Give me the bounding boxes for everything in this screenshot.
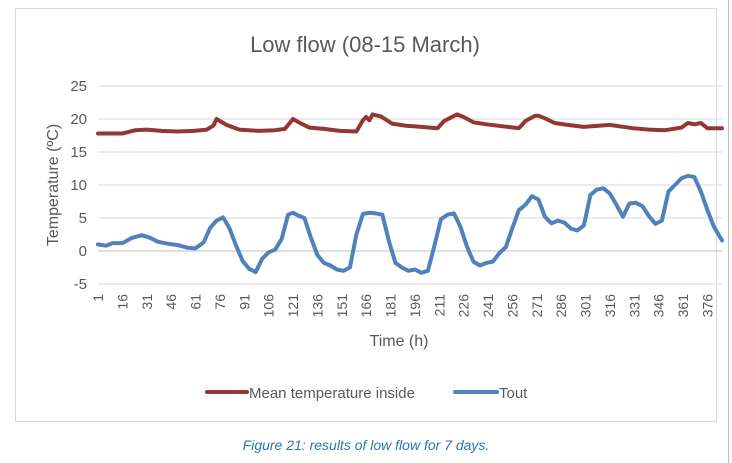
legend-label: Tout: [499, 385, 528, 402]
y-tick-labels: 25 20 15 10 5 0 -5: [70, 78, 87, 293]
x-tick-label: 301: [578, 294, 594, 318]
x-tick-label: 256: [504, 294, 520, 318]
x-tick-label: 271: [529, 294, 545, 318]
y-axis-title: Temperature (ºC): [45, 124, 62, 246]
x-tick-label: 1: [90, 294, 106, 302]
y-tick-label: 15: [70, 144, 87, 161]
legend: Mean temperature inside Tout: [205, 385, 528, 402]
x-tick-label: 16: [114, 294, 130, 310]
x-tick-label: 46: [163, 294, 179, 310]
x-tick-label: 346: [651, 294, 667, 318]
gridlines: [98, 85, 722, 285]
x-tick-labels: 1 16 31 46 61 76 91 106 121 136 151 166 181 196 211 226…: [90, 294, 715, 318]
series-line-mean-temperature-inside: [96, 112, 724, 136]
series-lines: [96, 112, 724, 275]
x-axis-title: Time (h): [370, 333, 429, 350]
y-tick-label: 20: [70, 111, 87, 128]
x-tick-label: 286: [553, 294, 569, 318]
x-tick-label: 166: [358, 294, 374, 318]
x-tick-label: 211: [431, 294, 447, 317]
x-tick-label: 196: [407, 294, 423, 318]
x-tick-label: 316: [602, 294, 618, 318]
x-tick-label: 31: [139, 294, 155, 310]
x-tick-label: 91: [236, 294, 252, 310]
x-tick-label: 151: [334, 294, 350, 318]
x-tick-label: 61: [188, 294, 204, 310]
x-tick-label: 106: [261, 294, 277, 318]
y-tick-label: 10: [70, 177, 87, 194]
chart-title: Low flow (08-15 March): [250, 32, 480, 57]
legend-label: Mean temperature inside: [249, 385, 415, 402]
x-tick-label: 226: [456, 294, 472, 318]
series-line-tout: [96, 173, 724, 275]
figure-caption: Figure 21: results of low flow for 7 day…: [242, 437, 490, 453]
x-tick-label: 331: [626, 294, 642, 318]
y-tick-label: 5: [79, 210, 87, 227]
x-tick-label: 181: [383, 294, 399, 318]
x-tick-label: 136: [309, 294, 325, 318]
page-edge-line: [728, 0, 729, 463]
x-tick-label: 121: [285, 294, 301, 318]
y-tick-label: 25: [70, 78, 87, 95]
x-tick-label: 241: [480, 294, 496, 318]
x-tick-label: 376: [699, 294, 715, 318]
x-tick-label: 361: [675, 294, 691, 318]
y-tick-label: -5: [74, 276, 87, 293]
x-tick-label: 76: [212, 294, 228, 310]
y-tick-label: 0: [79, 243, 87, 260]
